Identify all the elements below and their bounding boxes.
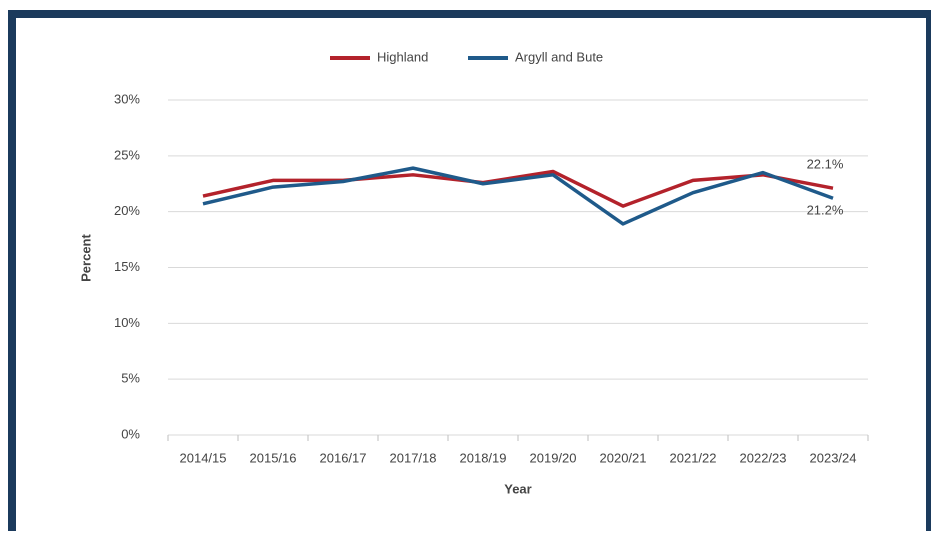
data-label: 22.1% [807,157,844,172]
frame-top [8,10,928,18]
frame-left [8,10,16,531]
frame-right [926,10,931,531]
x-tick-label: 2015/16 [250,450,297,465]
data-label: 21.2% [807,203,844,218]
x-tick-label: 2019/20 [530,450,577,465]
x-tick-label: 2018/19 [460,450,507,465]
y-tick-label: 10% [114,315,140,330]
x-tick-label: 2017/18 [390,450,437,465]
y-tick-label: 25% [114,147,140,162]
y-tick-label: 0% [121,426,140,441]
x-tick-label: 2021/22 [670,450,717,465]
line [202,166,834,226]
y-axis-title: Percent [78,233,93,281]
y-tick-label: 5% [121,371,140,386]
legend-label: Highland [377,49,428,64]
y-tick-label: 30% [114,91,140,106]
x-tick-label: 2023/24 [810,450,857,465]
x-tick-label: 2020/21 [600,450,647,465]
line [202,169,834,208]
x-tick-label: 2014/15 [180,450,227,465]
y-tick-label: 20% [114,203,140,218]
y-tick-label: 15% [114,259,140,274]
x-axis-title: Year [504,481,531,496]
legend-label: Argyll and Bute [515,49,603,64]
x-tick-label: 2016/17 [320,450,367,465]
x-tick-label: 2022/23 [740,450,787,465]
